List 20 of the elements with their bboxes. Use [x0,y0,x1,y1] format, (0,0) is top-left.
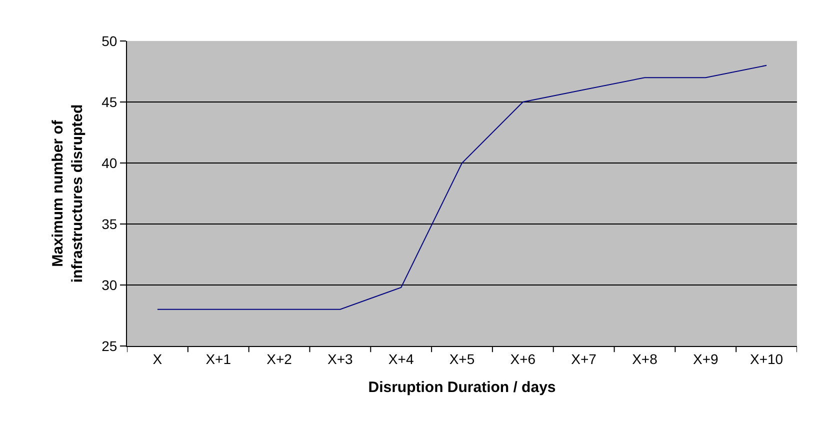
y-tick-label: 50 [102,32,118,49]
x-tick-label: X+3 [328,350,354,367]
y-tick-label: 40 [102,154,118,171]
x-tick-label: X+1 [206,350,232,367]
y-tick-label: 35 [102,216,118,232]
y-tick-label: 25 [102,338,118,354]
x-tick-label: X+2 [266,350,292,367]
line-series [156,64,768,310]
y-axis-title: Maximum number of infrastructures disrupted [49,104,86,283]
y-tick-label: 30 [102,276,118,293]
y-tick-label: 45 [102,94,118,110]
x-tick-label: X [152,350,163,367]
x-tick-label: X+4 [388,350,414,367]
x-tick-label: X+10 [750,350,784,367]
x-tick-label: X+6 [510,350,536,367]
x-tick-label: X+8 [632,350,658,367]
x-tick-label: X+7 [571,350,597,367]
x-tick-label: X+9 [692,350,718,367]
x-tick-label: X+5 [449,350,475,367]
x-axis-title: Disruption Duration / days [368,378,556,396]
